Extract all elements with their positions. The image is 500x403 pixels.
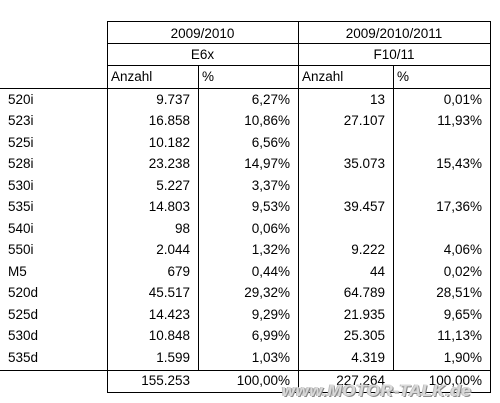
e6x-percent-cell: 3,37% bbox=[251, 177, 290, 193]
e6x-percent-cell: 6,56% bbox=[251, 134, 290, 150]
f10-count-cell: 64.789 bbox=[343, 285, 385, 301]
watermark: www.MOTOR-TALK.de bbox=[282, 381, 472, 400]
table-border-right bbox=[490, 21, 491, 393]
f10-percent-cell: 0,01% bbox=[443, 92, 482, 107]
column-divider bbox=[107, 21, 108, 393]
period-header-2009-2010: 2009/2010 bbox=[170, 26, 235, 41]
e6x-percent-cell: 9,29% bbox=[251, 306, 290, 322]
model-cell: 523i bbox=[8, 113, 34, 129]
e6x-percent-cell: 1,32% bbox=[251, 242, 290, 258]
e6x-count-cell: 9.737 bbox=[156, 92, 190, 107]
f10-count-cell: 9.222 bbox=[351, 242, 385, 258]
e6x-percent-cell: 14,97% bbox=[244, 156, 290, 172]
model-cell: 540i bbox=[8, 220, 34, 236]
e6x-percent-cell: 1,03% bbox=[251, 349, 290, 365]
f10-percent-cell: 11,13% bbox=[437, 328, 482, 344]
total-f10-percent-cell: 100,00% bbox=[428, 372, 482, 388]
e6x-percent-cell: 29,32% bbox=[244, 285, 290, 301]
model-cell: 550i bbox=[8, 242, 34, 258]
e6x-count-cell: 14.803 bbox=[148, 199, 190, 215]
e6x-count-cell: 679 bbox=[167, 263, 190, 279]
e6x-percent-cell: 0,44% bbox=[251, 263, 290, 279]
f10-count-cell: 44 bbox=[369, 263, 385, 279]
total-e6x-count-cell: 155.253 bbox=[141, 372, 190, 388]
model-cell: 528i bbox=[8, 156, 34, 172]
e6x-count-cell: 1.599 bbox=[156, 349, 190, 365]
e6x-count-cell: 45.517 bbox=[148, 285, 190, 301]
e6x-percent-cell: 6,27% bbox=[251, 92, 290, 107]
model-cell: 520i bbox=[8, 92, 34, 107]
header-divider bbox=[0, 88, 490, 89]
f10-percent-cell: 9,65% bbox=[443, 306, 482, 322]
f10-count-cell: 4.319 bbox=[351, 349, 385, 365]
f10-count-cell bbox=[298, 133, 393, 152]
e6x-percent-cell: 10,86% bbox=[244, 113, 290, 129]
e6x-count-cell: 98 bbox=[174, 220, 190, 236]
f10-percent-cell bbox=[393, 133, 490, 152]
f10-count-cell: 13 bbox=[369, 92, 385, 107]
f10-count-cell: 21.935 bbox=[343, 306, 385, 322]
f10-count-cell bbox=[298, 176, 393, 195]
f10-percent-cell bbox=[393, 176, 490, 195]
column-header-anzahl-e6x: Anzahl bbox=[111, 69, 153, 84]
model-cell: 525i bbox=[8, 134, 34, 150]
model-cell: M5 bbox=[8, 263, 27, 279]
e6x-count-cell: 23.238 bbox=[148, 156, 190, 172]
model-cell: 530d bbox=[8, 328, 39, 344]
f10-count-cell: 25.305 bbox=[343, 328, 385, 344]
f10-count-cell: 35.073 bbox=[343, 156, 385, 172]
f10-count-cell: 27.107 bbox=[343, 113, 385, 129]
model-cell: 530i bbox=[8, 177, 34, 193]
e6x-percent-cell: 6,99% bbox=[251, 328, 290, 344]
model-cell: 525d bbox=[8, 306, 39, 322]
model-cell: 535i bbox=[8, 199, 34, 215]
column-header-percent-f10: % bbox=[397, 69, 410, 84]
series-header-f10: F10/11 bbox=[373, 47, 415, 62]
e6x-count-cell: 2.044 bbox=[156, 242, 190, 258]
f10-count-cell: 39.457 bbox=[343, 199, 385, 215]
column-divider bbox=[298, 21, 299, 393]
period-header-2009-2011: 2009/2010/2011 bbox=[345, 26, 443, 41]
f10-percent-cell: 17,36% bbox=[436, 199, 482, 215]
e6x-percent-cell: 9,53% bbox=[251, 199, 290, 215]
f10-percent-cell: 1,90% bbox=[443, 349, 482, 365]
model-cell: 535d bbox=[8, 349, 39, 365]
series-header-e6x: E6x bbox=[190, 47, 215, 62]
f10-percent-cell: 15,43% bbox=[436, 156, 482, 172]
f10-percent-cell: 4,06% bbox=[443, 242, 482, 258]
e6x-count-cell: 14.423 bbox=[148, 306, 190, 322]
e6x-count-cell: 5.227 bbox=[156, 177, 190, 193]
f10-percent-cell: 0,02% bbox=[443, 263, 482, 279]
total-e6x-percent-cell: 100,00% bbox=[236, 372, 290, 388]
f10-count-cell bbox=[298, 219, 393, 238]
f10-percent-cell bbox=[393, 219, 490, 238]
body-divider bbox=[0, 370, 490, 371]
e6x-count-cell: 16.858 bbox=[148, 113, 190, 129]
column-divider bbox=[393, 65, 394, 370]
total-f10-count-cell: 227.264 bbox=[336, 372, 385, 388]
e6x-count-cell: 10.182 bbox=[148, 134, 190, 150]
model-cell: 520d bbox=[8, 285, 39, 301]
e6x-percent-cell: 0,06% bbox=[251, 220, 290, 236]
column-divider bbox=[198, 65, 199, 370]
f10-percent-cell: 11,93% bbox=[437, 113, 482, 129]
column-header-percent-e6x: % bbox=[202, 69, 215, 84]
e6x-count-cell: 10.848 bbox=[148, 328, 190, 344]
column-header-anzahl-f10: Anzahl bbox=[302, 69, 344, 84]
f10-percent-cell: 28,51% bbox=[436, 285, 482, 301]
